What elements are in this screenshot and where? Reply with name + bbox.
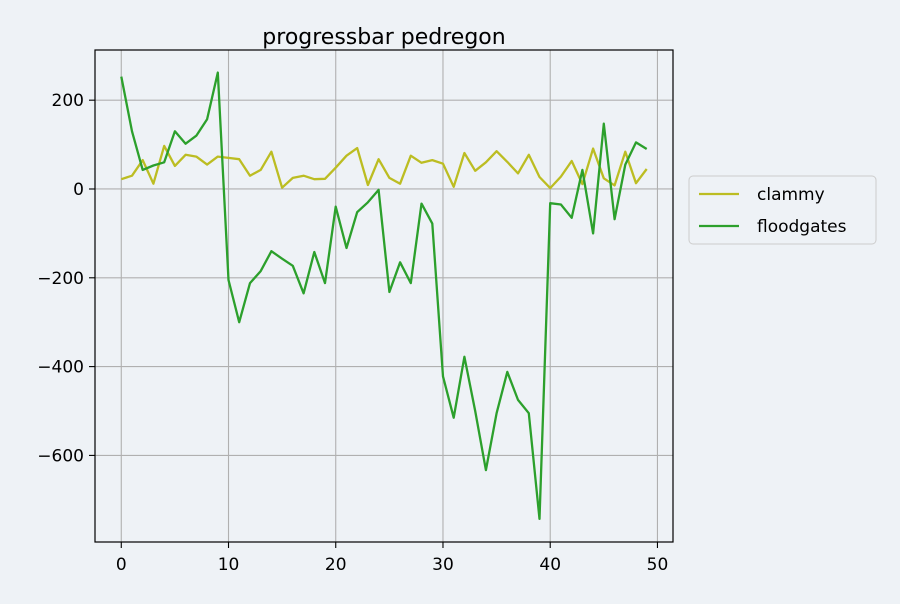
y-tick-label: −200 [37, 269, 84, 289]
x-tick-label: 0 [116, 555, 127, 575]
grid [95, 50, 673, 542]
series-line-clammy [120, 144, 648, 190]
y-tick-label: 200 [52, 91, 84, 111]
x-tick-label: 10 [218, 555, 240, 575]
x-tick-label: 40 [539, 555, 561, 575]
y-tick-label: −600 [37, 446, 84, 466]
series-layer [120, 71, 648, 521]
chart-title: progressbar pedregon [262, 25, 505, 50]
y-tick-label: −400 [37, 358, 84, 378]
x-tick-label: 20 [325, 555, 347, 575]
axes-frame [94, 49, 674, 543]
legend: clammy floodgates [688, 175, 877, 245]
x-tick-label: 50 [647, 555, 669, 575]
y-tick-label: 0 [73, 180, 84, 200]
ticks: 0 10 20 30 40 50 200 0 −200 −400 −600 [37, 91, 668, 575]
legend-label-floodgates: floodgates [757, 217, 847, 237]
x-tick-label: 30 [432, 555, 454, 575]
legend-label-clammy: clammy [757, 185, 825, 205]
series-line-floodgates [120, 71, 648, 521]
